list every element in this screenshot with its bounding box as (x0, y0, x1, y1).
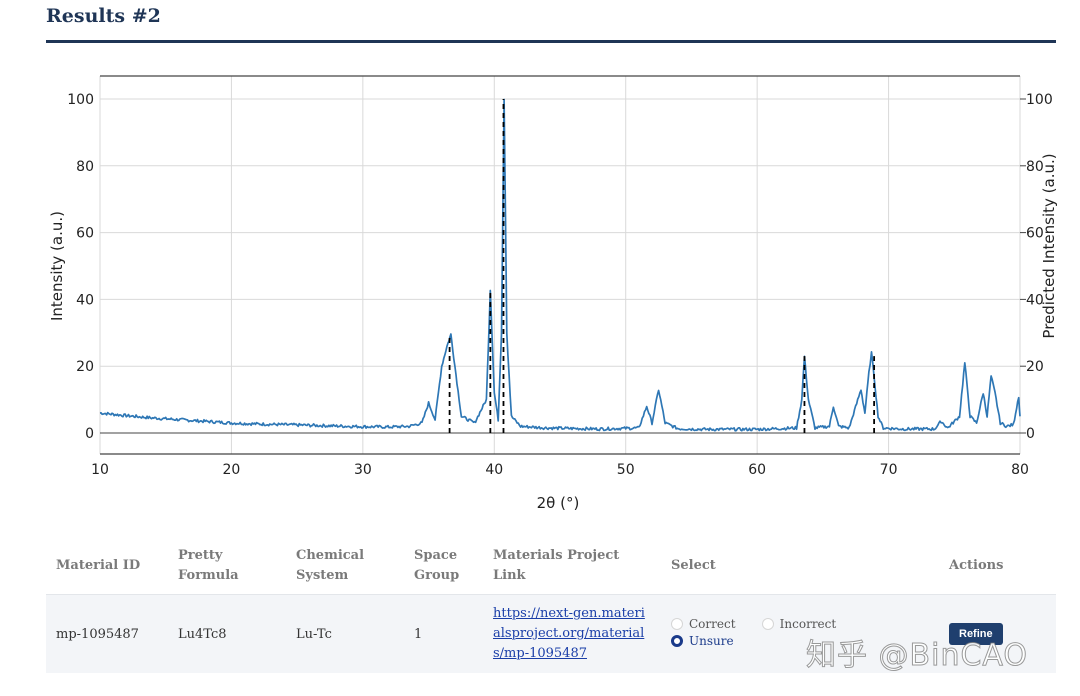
col-pretty-formula: Pretty Formula (178, 548, 239, 583)
radio-incorrect[interactable]: Incorrect (761, 617, 837, 631)
y2-tick-label: 60 (1026, 226, 1044, 242)
refine-button[interactable]: Refine (949, 623, 1003, 645)
x-tick-label: 80 (1011, 462, 1029, 478)
y-tick-label: 0 (85, 426, 94, 442)
radio-unsure-label: Unsure (689, 634, 734, 648)
results-title: Results #2 (46, 5, 161, 27)
radio-unsure-circle[interactable] (671, 635, 683, 647)
y2-tick-label: 40 (1026, 292, 1044, 308)
y-tick-label: 100 (67, 92, 94, 108)
y-tick-label: 40 (76, 292, 94, 308)
materials-project-link[interactable]: https://next-gen.materialsproject.org/ma… (493, 606, 645, 661)
measured-pattern-line (99, 98, 1021, 432)
radio-incorrect-circle[interactable] (761, 618, 774, 630)
x-tick-label: 20 (223, 462, 241, 478)
cell-chem-system: Lu-Tc (286, 594, 404, 673)
col-select: Select (671, 558, 716, 573)
cell-space-group: 1 (404, 594, 483, 673)
y-tick-label: 60 (76, 226, 94, 242)
col-material-id: Material ID (56, 558, 141, 573)
table-header-row: Material ID Pretty Formula Chemical Syst… (46, 538, 1056, 595)
y-axis-title: Intensity (a.u.) (48, 211, 66, 321)
cell-formula: Lu4Tc8 (168, 594, 286, 673)
x-tick-label: 50 (617, 462, 635, 478)
y2-axis-title: Predicted Intensity (a.u.) (1040, 153, 1058, 338)
title-divider (46, 40, 1056, 43)
x-tick-label: 40 (485, 462, 503, 478)
x-tick-label: 70 (880, 462, 898, 478)
xrd-chart: 10 20 30 40 50 60 70 80 0 0 20 20 40 40 60 60 80 80 100 100… (48, 75, 1058, 512)
table-row: mp-1095487 Lu4Tc8 Lu-Tc 1 https://next-g… (46, 594, 1056, 673)
col-mp-link: Materials Project Link (493, 548, 620, 583)
x-axis-title: 2θ (°) (537, 494, 580, 512)
radio-incorrect-label: Incorrect (779, 617, 837, 631)
cell-actions: Refine (939, 594, 1056, 673)
x-tick-label: 30 (354, 462, 372, 478)
cell-material-id: mp-1095487 (46, 594, 168, 673)
x-tick-label: 10 (91, 462, 109, 478)
col-actions: Actions (949, 558, 1004, 573)
col-space-group: Space Group (414, 548, 460, 583)
col-chemical-system: Chemical System (296, 548, 365, 583)
y2-tick-label: 0 (1026, 426, 1035, 442)
y2-tick-label: 20 (1026, 359, 1044, 375)
y-tick-label: 80 (76, 159, 94, 175)
watermark: 知乎 @BinCAO (805, 638, 1029, 674)
radio-correct-label: Correct (689, 617, 736, 631)
y2-tick-label: 80 (1026, 159, 1044, 175)
cell-select: Correct Incorrect Unsure (661, 594, 939, 673)
radio-correct-circle[interactable] (671, 618, 683, 630)
x-tick-label: 60 (748, 462, 766, 478)
results-table: Material ID Pretty Formula Chemical Syst… (46, 538, 1056, 673)
radio-correct[interactable]: Correct (671, 617, 736, 631)
cell-link: https://next-gen.materialsproject.org/ma… (483, 594, 661, 673)
y-tick-label: 20 (76, 359, 94, 375)
y2-tick-label: 100 (1026, 92, 1053, 108)
radio-unsure[interactable]: Unsure (671, 634, 734, 648)
